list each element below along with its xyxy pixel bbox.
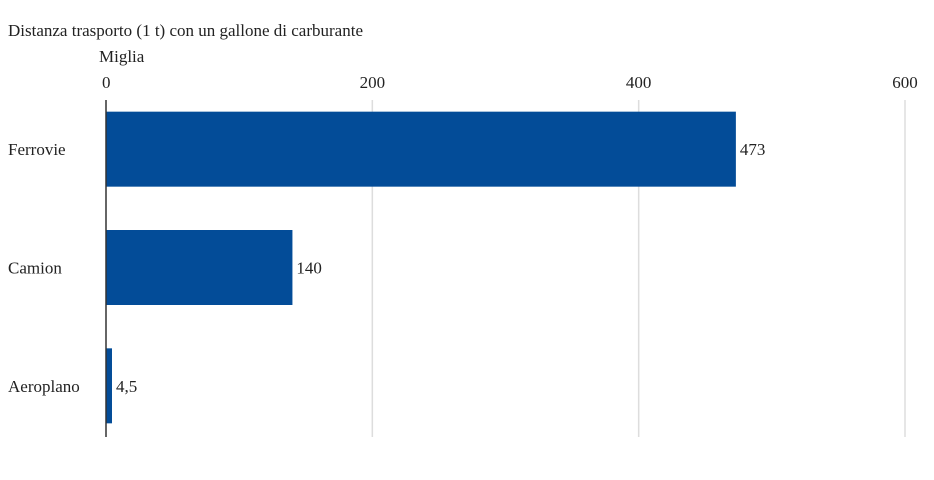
x-tick-label: 0 [102,73,111,92]
value-label: 140 [296,259,322,278]
x-tick-label: 400 [626,73,652,92]
x-tick-label: 600 [892,73,918,92]
chart-title: Distanza trasporto (1 t) con un gallone … [8,21,363,40]
category-label: Ferrovie [8,140,66,159]
category-label: Camion [8,259,62,278]
bar-aeroplano [106,348,112,424]
category-label: Aeroplano [8,377,80,396]
value-label: 4,5 [116,377,137,396]
x-axis-label: Miglia [99,47,145,66]
value-label: 473 [740,140,766,159]
bar-ferrovie [106,111,736,187]
bar-camion [106,230,293,305]
x-tick-label: 200 [360,73,386,92]
